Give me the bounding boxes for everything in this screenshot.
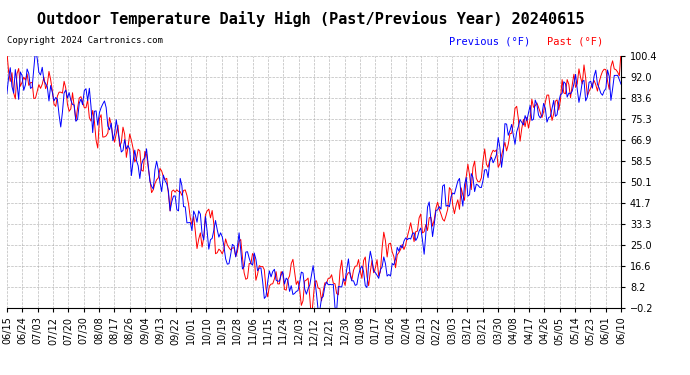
Text: Previous (°F): Previous (°F): [449, 36, 531, 46]
Text: Outdoor Temperature Daily High (Past/Previous Year) 20240615: Outdoor Temperature Daily High (Past/Pre…: [37, 11, 584, 27]
Text: Past (°F): Past (°F): [547, 36, 604, 46]
Text: Copyright 2024 Cartronics.com: Copyright 2024 Cartronics.com: [7, 36, 163, 45]
